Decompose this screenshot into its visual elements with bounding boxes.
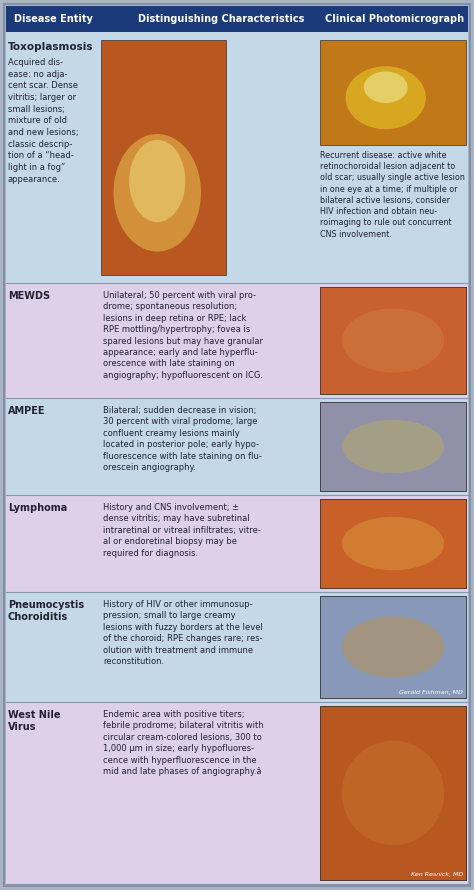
Text: History of HIV or other immunosup-
pression; small to large creamy
lesions with : History of HIV or other immunosup- press… xyxy=(103,600,263,666)
Bar xyxy=(320,596,466,698)
Bar xyxy=(320,402,466,491)
Bar xyxy=(6,398,468,495)
Bar xyxy=(320,499,466,588)
Text: MEWDS: MEWDS xyxy=(8,291,50,301)
Ellipse shape xyxy=(342,517,444,570)
Text: Recurrent disease: active white
retinochoroidal lesion adjacent to
old scar; usu: Recurrent disease: active white retinoch… xyxy=(320,151,465,239)
Ellipse shape xyxy=(342,420,444,473)
Text: Endemic area with positive titers;
febrile prodrome; bilateral vitritis with
cir: Endemic area with positive titers; febri… xyxy=(103,710,264,776)
Bar xyxy=(320,499,466,588)
Ellipse shape xyxy=(364,71,408,103)
Text: Disease Entity: Disease Entity xyxy=(14,14,93,24)
Bar xyxy=(320,706,466,880)
Ellipse shape xyxy=(342,740,444,846)
Ellipse shape xyxy=(113,134,201,252)
Ellipse shape xyxy=(342,309,444,373)
Bar xyxy=(320,596,466,698)
Text: Unilateral; 50 percent with viral pro-
drome; spontaneous resolution;
lesions in: Unilateral; 50 percent with viral pro- d… xyxy=(103,291,263,380)
Text: Ken Resnick, MD: Ken Resnick, MD xyxy=(411,872,463,877)
Text: History and CNS involvement; ±
dense vitritis; may have subretinal
intraretinal : History and CNS involvement; ± dense vit… xyxy=(103,503,261,557)
Bar xyxy=(320,287,466,394)
Bar xyxy=(320,706,466,880)
Bar xyxy=(6,702,468,884)
Bar xyxy=(320,287,466,394)
Bar xyxy=(6,495,468,592)
Bar xyxy=(6,6,468,32)
Text: AMPEE: AMPEE xyxy=(8,406,46,416)
Text: Bilateral; sudden decrease in vision;
30 percent with viral prodome; large
confl: Bilateral; sudden decrease in vision; 30… xyxy=(103,406,262,472)
Ellipse shape xyxy=(346,66,426,129)
Text: West Nile
Virus: West Nile Virus xyxy=(8,710,61,732)
Text: Gerald Fishman, MD: Gerald Fishman, MD xyxy=(399,690,463,695)
Text: Distinguishing Characteristics: Distinguishing Characteristics xyxy=(138,14,304,24)
Ellipse shape xyxy=(342,617,444,677)
Bar xyxy=(320,402,466,491)
Bar xyxy=(320,40,466,145)
Text: Toxoplasmosis: Toxoplasmosis xyxy=(8,42,93,52)
Bar xyxy=(6,32,468,283)
Text: Acquired dis-
ease: no adja-
cent scar. Dense
vitritis; larger or
small lesions;: Acquired dis- ease: no adja- cent scar. … xyxy=(8,58,79,183)
Text: Lymphoma: Lymphoma xyxy=(8,503,67,513)
Bar xyxy=(101,40,226,275)
Text: Clinical Photomicrograph: Clinical Photomicrograph xyxy=(325,14,464,24)
Bar xyxy=(6,283,468,398)
Bar xyxy=(6,592,468,702)
Ellipse shape xyxy=(129,140,185,222)
Text: Pneumocystis
Choroiditis: Pneumocystis Choroiditis xyxy=(8,600,84,622)
